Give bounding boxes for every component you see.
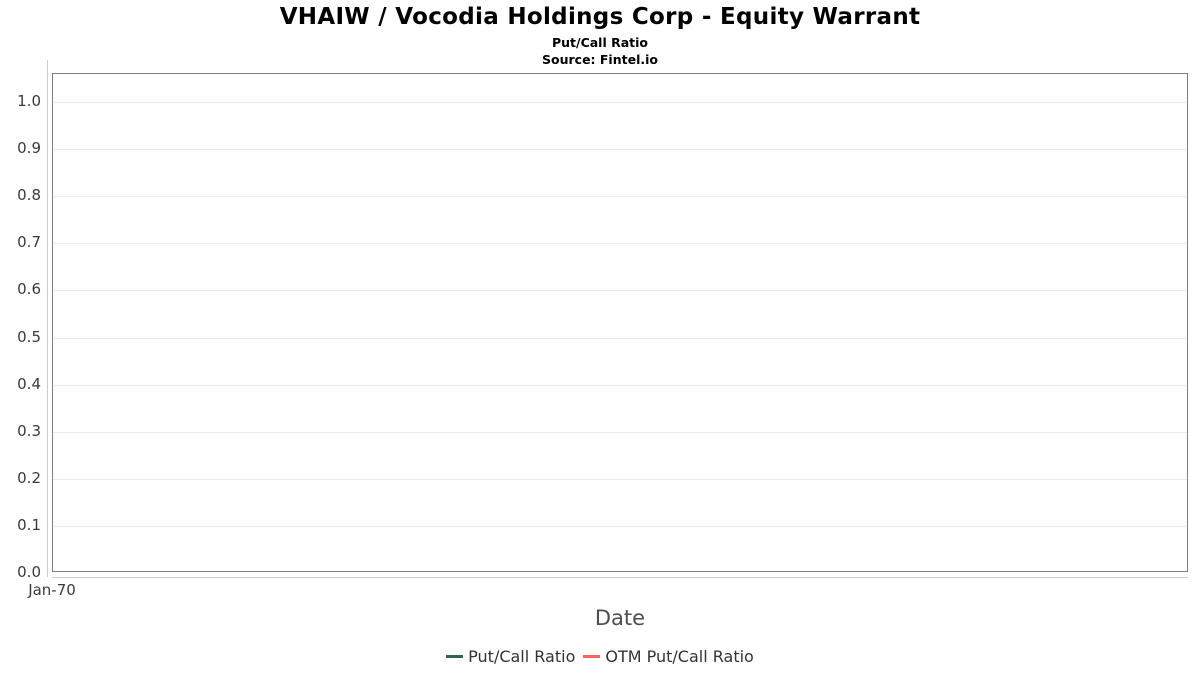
y-gridline	[53, 338, 1187, 339]
chart-legend: Put/Call Ratio OTM Put/Call Ratio	[0, 647, 1200, 666]
legend-item: OTM Put/Call Ratio	[583, 647, 754, 666]
y-gridline	[53, 432, 1187, 433]
legend-item: Put/Call Ratio	[446, 647, 575, 666]
y-gridline	[53, 196, 1187, 197]
y-tick-label: 0.7	[17, 233, 41, 251]
y-tick-label: 0.0	[17, 563, 41, 581]
y-axis-tickline	[47, 60, 48, 577]
legend-label: OTM Put/Call Ratio	[605, 647, 754, 666]
y-tick-label: 0.6	[17, 280, 41, 298]
y-tick-label: 0.1	[17, 516, 41, 534]
y-gridline	[53, 149, 1187, 150]
y-gridline	[53, 385, 1187, 386]
chart-subtitle: Put/Call Ratio	[551, 35, 649, 50]
y-tick-label: 0.9	[17, 139, 41, 157]
chart-title: VHAIW / Vocodia Holdings Corp - Equity W…	[279, 4, 921, 30]
y-tick-label: 0.5	[17, 328, 41, 346]
x-tick-label: Jan-70	[28, 581, 76, 599]
y-tick-label: 0.2	[17, 469, 41, 487]
y-gridline	[53, 102, 1187, 103]
y-gridline	[53, 290, 1187, 291]
legend-line-swatch	[446, 655, 464, 658]
x-axis-tickline	[52, 577, 1188, 578]
y-tick-label: 1.0	[17, 92, 41, 110]
y-gridline	[53, 243, 1187, 244]
y-gridline	[53, 526, 1187, 527]
chart-source-label: Source: Fintel.io	[542, 52, 658, 67]
legend-line-swatch	[583, 655, 601, 658]
x-axis-title: Date	[594, 606, 646, 630]
legend-label: Put/Call Ratio	[468, 647, 576, 666]
plot-area	[52, 73, 1188, 572]
y-tick-label: 0.4	[17, 375, 41, 393]
y-tick-label: 0.8	[17, 186, 41, 204]
y-tick-label: 0.3	[17, 422, 41, 440]
y-gridline	[53, 479, 1187, 480]
